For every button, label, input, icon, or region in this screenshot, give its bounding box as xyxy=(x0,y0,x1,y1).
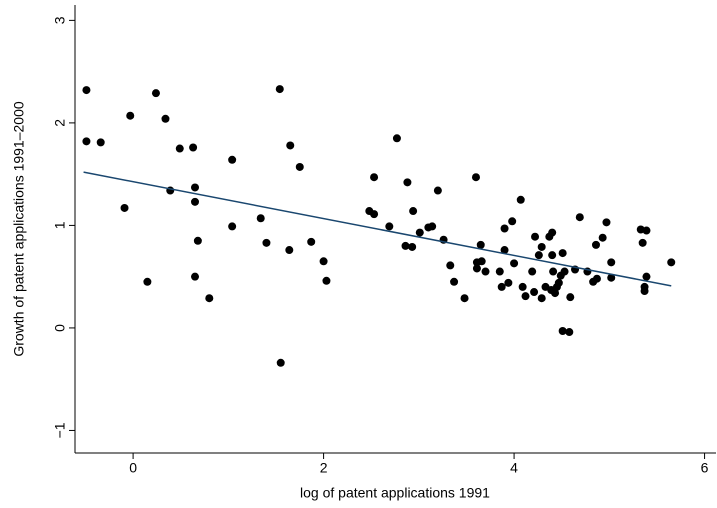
point xyxy=(554,278,563,287)
point xyxy=(551,289,560,298)
x-tick-label: 0 xyxy=(129,460,137,476)
point xyxy=(385,222,394,231)
y-tick-label: 0 xyxy=(52,324,68,332)
point xyxy=(575,213,584,222)
point xyxy=(607,273,616,282)
point xyxy=(497,282,506,291)
x-axis-title: log of patent applications 1991 xyxy=(300,485,490,501)
point xyxy=(275,85,284,94)
point xyxy=(205,294,214,303)
point xyxy=(446,261,455,270)
fit-line xyxy=(83,171,672,287)
y-axis-title: Growth of patent applications 1991–2000 xyxy=(11,101,27,357)
point xyxy=(642,272,651,281)
point xyxy=(228,155,237,164)
point xyxy=(415,228,424,237)
point xyxy=(392,134,401,143)
point xyxy=(191,183,200,192)
point xyxy=(477,257,486,266)
point xyxy=(408,242,417,251)
point xyxy=(638,238,647,247)
point xyxy=(471,173,480,182)
point xyxy=(537,294,546,303)
point xyxy=(640,287,649,296)
point xyxy=(151,89,160,98)
point xyxy=(191,272,200,281)
point xyxy=(504,278,513,287)
point xyxy=(500,246,509,255)
point xyxy=(96,138,105,147)
point xyxy=(530,288,539,297)
point xyxy=(322,276,331,285)
point xyxy=(495,267,504,276)
point xyxy=(558,249,567,258)
point xyxy=(598,233,607,242)
point xyxy=(401,241,410,250)
point xyxy=(82,137,91,146)
x-tick-label: 2 xyxy=(320,460,328,476)
x-tick-label: 4 xyxy=(510,460,518,476)
point xyxy=(370,173,379,182)
point xyxy=(143,277,152,286)
point xyxy=(276,358,285,367)
y-tick-label: 1 xyxy=(52,221,68,229)
point xyxy=(428,222,437,231)
point xyxy=(560,267,569,276)
point xyxy=(126,111,135,120)
point xyxy=(370,210,379,219)
point xyxy=(193,236,202,245)
y-tick-label: 2 xyxy=(52,119,68,127)
point xyxy=(433,186,442,195)
point xyxy=(228,222,237,231)
point xyxy=(549,267,558,276)
point xyxy=(285,246,294,255)
point xyxy=(667,258,676,267)
point xyxy=(295,162,304,171)
point xyxy=(528,267,537,276)
point xyxy=(319,257,328,266)
point xyxy=(521,292,530,301)
point xyxy=(607,258,616,267)
point xyxy=(566,293,575,302)
point xyxy=(591,240,600,249)
point xyxy=(548,228,557,237)
point xyxy=(531,232,540,241)
point xyxy=(161,114,170,123)
point xyxy=(518,282,527,291)
point xyxy=(256,214,265,223)
point xyxy=(472,264,481,273)
y-tick-label: −1 xyxy=(52,422,68,438)
point xyxy=(191,197,200,206)
point xyxy=(460,294,469,303)
point xyxy=(307,237,316,246)
point xyxy=(120,203,129,212)
point xyxy=(565,328,574,337)
point xyxy=(548,251,557,260)
point xyxy=(500,224,509,233)
point xyxy=(558,327,567,336)
point xyxy=(82,86,91,95)
point xyxy=(510,259,519,268)
x-tick-label: 6 xyxy=(701,460,709,476)
point xyxy=(508,217,517,226)
point xyxy=(175,144,184,153)
point xyxy=(403,178,412,187)
point xyxy=(516,195,525,204)
point xyxy=(286,141,295,150)
point xyxy=(481,267,490,276)
point xyxy=(592,274,601,283)
point xyxy=(537,242,546,251)
point xyxy=(534,251,543,260)
point xyxy=(450,277,459,286)
point xyxy=(476,240,485,249)
y-tick-label: 3 xyxy=(52,16,68,24)
point xyxy=(189,143,198,152)
point xyxy=(262,238,271,247)
point xyxy=(409,207,418,216)
point xyxy=(602,218,611,227)
point xyxy=(642,226,651,235)
